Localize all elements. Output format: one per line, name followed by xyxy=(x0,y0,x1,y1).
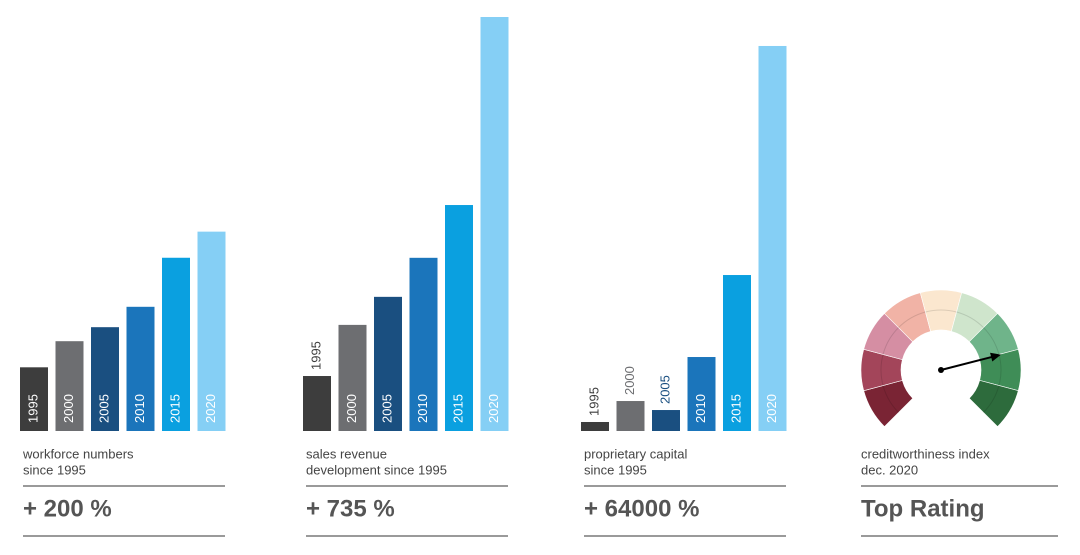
bar-year-label: 1995 xyxy=(586,387,601,416)
bar xyxy=(374,296,402,431)
bar-year-label: 2010 xyxy=(693,394,708,423)
gauge-needle xyxy=(940,355,994,371)
bar-year-label: 2020 xyxy=(764,394,779,423)
bar xyxy=(91,327,119,431)
bar xyxy=(20,367,48,431)
bar xyxy=(55,341,84,431)
bar-year-label: 1995 xyxy=(25,394,40,423)
bar-year-label: 2005 xyxy=(379,394,394,423)
caption: creditworthiness index xyxy=(861,446,990,461)
caption: since 1995 xyxy=(23,462,86,477)
caption: development since 1995 xyxy=(306,462,447,477)
headline: + 735 % xyxy=(306,495,395,522)
bar-year-label: 2015 xyxy=(167,394,182,423)
gauge-segment xyxy=(968,379,1019,427)
bar-year-label: 1995 xyxy=(308,341,323,370)
gauge-band xyxy=(880,354,884,386)
gauge-band xyxy=(925,309,957,313)
gauge-band xyxy=(983,385,1000,413)
bar xyxy=(445,205,473,431)
bar xyxy=(581,422,609,431)
headline: + 200 % xyxy=(23,495,112,522)
bar-year-label: 2015 xyxy=(450,394,465,423)
bar-year-label: 2015 xyxy=(728,394,743,423)
bar xyxy=(197,231,226,431)
bar xyxy=(303,376,331,431)
bar-year-label: 2000 xyxy=(344,394,359,423)
caption: dec. 2020 xyxy=(861,462,918,477)
bar xyxy=(687,357,716,431)
bar-year-label: 2020 xyxy=(486,394,501,423)
bar xyxy=(126,306,155,431)
bar xyxy=(162,257,190,431)
gauge-band xyxy=(882,327,899,355)
gauge-band xyxy=(956,311,984,328)
caption: workforce numbers xyxy=(22,446,134,461)
bar-year-label: 2000 xyxy=(61,394,76,423)
gauge-band xyxy=(882,385,899,413)
bar xyxy=(758,45,787,431)
bar xyxy=(338,324,367,431)
bar xyxy=(409,257,438,431)
bar-year-label: 2005 xyxy=(657,375,672,404)
gauge-band xyxy=(898,311,926,328)
bar-year-label: 2020 xyxy=(203,394,218,423)
caption: proprietary capital xyxy=(584,446,687,461)
bar xyxy=(480,17,509,431)
bar xyxy=(616,401,645,431)
caption: sales revenue xyxy=(306,446,387,461)
bar-year-label: 2000 xyxy=(622,366,637,395)
caption: since 1995 xyxy=(584,462,647,477)
bar-year-label: 2005 xyxy=(96,394,111,423)
bar-year-label: 2010 xyxy=(132,394,147,423)
gauge-needle-head xyxy=(990,352,1002,362)
bar xyxy=(652,410,680,431)
headline: Top Rating xyxy=(861,495,985,522)
gauge-hub xyxy=(938,367,944,373)
bar xyxy=(723,275,751,431)
headline: + 64000 % xyxy=(584,495,699,522)
gauge-band xyxy=(983,327,1000,355)
bar-year-label: 2010 xyxy=(415,394,430,423)
